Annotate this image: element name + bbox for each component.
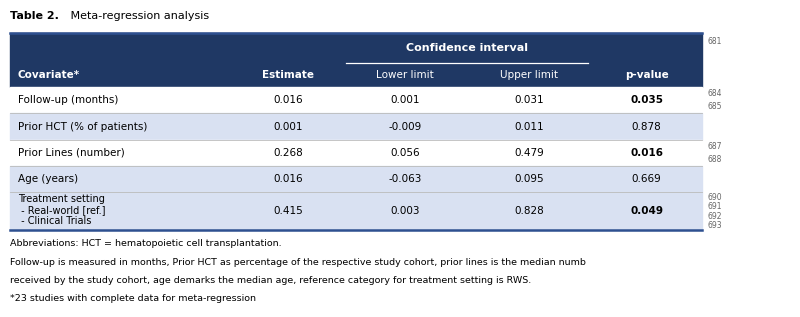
Text: 0.016: 0.016 bbox=[274, 95, 303, 105]
Text: Lower limit: Lower limit bbox=[377, 70, 434, 80]
Text: Estimate: Estimate bbox=[262, 70, 314, 80]
Text: Treatment setting: Treatment setting bbox=[18, 194, 105, 204]
Text: 690: 690 bbox=[707, 193, 722, 202]
Text: 0.095: 0.095 bbox=[514, 174, 544, 184]
Text: -0.063: -0.063 bbox=[389, 174, 422, 184]
Text: Abbreviations: HCT = hematopoietic cell transplantation.: Abbreviations: HCT = hematopoietic cell … bbox=[10, 239, 282, 248]
Text: Prior HCT (% of patients): Prior HCT (% of patients) bbox=[18, 122, 147, 132]
Text: 0.001: 0.001 bbox=[274, 122, 303, 132]
Text: Confidence interval: Confidence interval bbox=[406, 43, 528, 53]
Text: 0.268: 0.268 bbox=[274, 148, 303, 158]
Text: -0.009: -0.009 bbox=[389, 122, 422, 132]
Text: received by the study cohort, age demarks the median age, reference category for: received by the study cohort, age demark… bbox=[10, 276, 531, 285]
Text: 0.056: 0.056 bbox=[390, 148, 420, 158]
Text: 0.001: 0.001 bbox=[390, 95, 420, 105]
Text: 691: 691 bbox=[707, 202, 722, 211]
Text: 0.669: 0.669 bbox=[632, 174, 662, 184]
Text: 0.828: 0.828 bbox=[514, 206, 544, 217]
Text: *23 studies with complete data for meta-regression: *23 studies with complete data for meta-… bbox=[10, 294, 256, 303]
Text: 0.479: 0.479 bbox=[514, 148, 544, 158]
Text: Follow-up is measured in months, Prior HCT as percentage of the respective study: Follow-up is measured in months, Prior H… bbox=[10, 258, 586, 267]
Text: Upper limit: Upper limit bbox=[501, 70, 558, 80]
Text: 685: 685 bbox=[707, 102, 722, 111]
Text: 692: 692 bbox=[707, 212, 722, 221]
Text: 681: 681 bbox=[707, 37, 722, 46]
Bar bbox=[10, 166, 702, 192]
Text: Covariate*: Covariate* bbox=[18, 70, 80, 80]
Text: Prior Lines (number): Prior Lines (number) bbox=[18, 148, 124, 158]
Text: - Real-world [ref.]: - Real-world [ref.] bbox=[18, 205, 105, 215]
Text: Table 2.: Table 2. bbox=[10, 11, 58, 21]
Text: 0.031: 0.031 bbox=[514, 95, 544, 105]
Bar bbox=[10, 87, 702, 113]
Text: 0.016: 0.016 bbox=[630, 148, 663, 158]
Text: 0.003: 0.003 bbox=[390, 206, 420, 217]
Bar bbox=[10, 33, 702, 87]
Text: 687: 687 bbox=[707, 142, 722, 151]
Text: 688: 688 bbox=[707, 155, 722, 164]
Text: 0.016: 0.016 bbox=[274, 174, 303, 184]
Text: 0.878: 0.878 bbox=[632, 122, 662, 132]
Text: Meta-regression analysis: Meta-regression analysis bbox=[67, 11, 210, 21]
Text: 0.011: 0.011 bbox=[514, 122, 544, 132]
Text: 0.415: 0.415 bbox=[274, 206, 303, 217]
Text: Age (years): Age (years) bbox=[18, 174, 78, 184]
Bar bbox=[10, 192, 702, 230]
Text: 684: 684 bbox=[707, 89, 722, 98]
Text: - Clinical Trials: - Clinical Trials bbox=[18, 216, 91, 226]
Bar bbox=[10, 113, 702, 140]
Text: p-value: p-value bbox=[625, 70, 669, 80]
Text: 0.035: 0.035 bbox=[630, 95, 663, 105]
Text: 0.049: 0.049 bbox=[630, 206, 663, 217]
Bar bbox=[10, 140, 702, 166]
Text: Follow-up (months): Follow-up (months) bbox=[18, 95, 118, 105]
Text: 693: 693 bbox=[707, 221, 722, 230]
